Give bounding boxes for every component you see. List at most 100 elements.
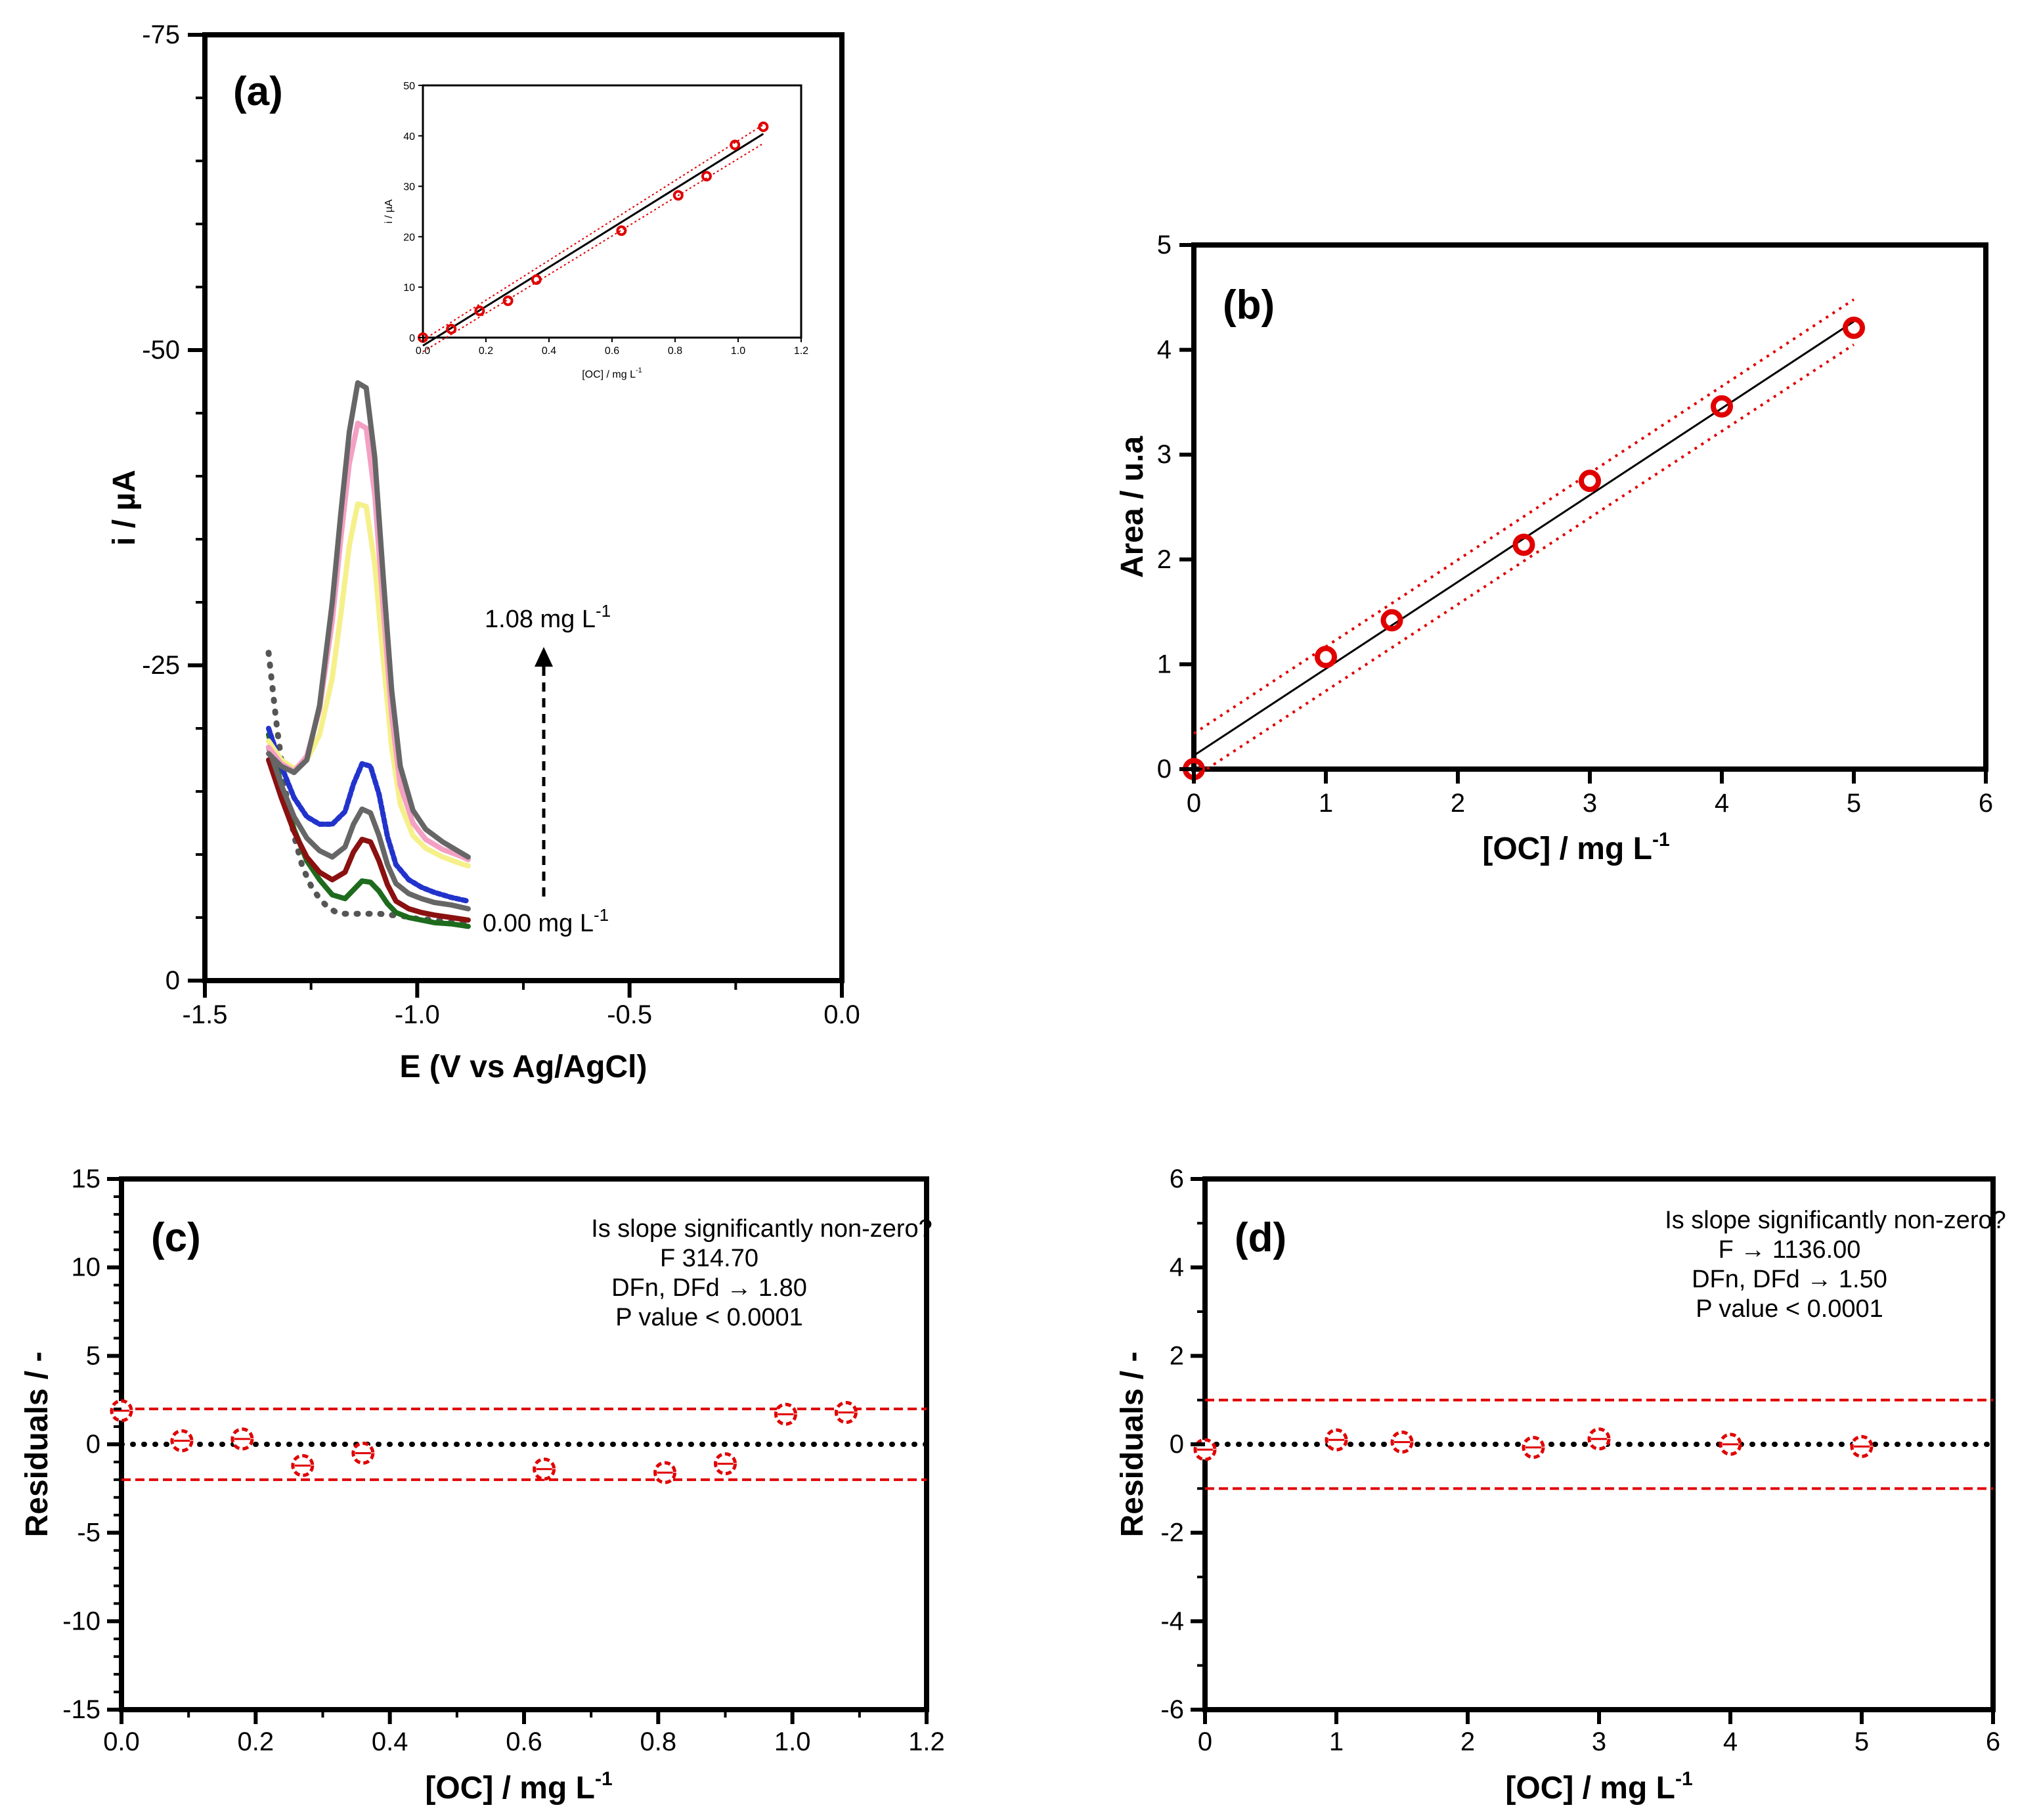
panel-c-x-ticks: 0.0 0.2 0.4 0.6 0.8 1.0 1.2: [103, 1710, 945, 1756]
panel-d-y-tick-label-6: -6: [1160, 1695, 1184, 1724]
voltammogram-c3: [266, 744, 471, 912]
panel-c-x-tick-label-0: 0.0: [103, 1727, 140, 1756]
panel-d-y-tick-label-3: 0: [1170, 1430, 1184, 1459]
panel-b-y-tick-label-1: 1: [1157, 650, 1172, 678]
annotation-top-sup: -1: [596, 601, 611, 621]
panel-b-y-tick-label-4: 4: [1157, 336, 1172, 365]
panel-d-y-tick-label-2: 2: [1170, 1341, 1184, 1370]
inset-plot-frame: [422, 84, 802, 339]
panel-d-annotation: Is slope significantly non-zero? F → 113…: [1665, 1207, 2006, 1323]
panel-b-y-tick-label-0: 0: [1157, 755, 1172, 784]
annotation-top-text: 1.08 mg L: [485, 606, 596, 633]
panel-b-label: (b): [1223, 282, 1275, 328]
inset-x-tick-label-1: 0.2: [479, 345, 493, 357]
panel-c-y-tick-label-3: 0: [86, 1430, 100, 1459]
voltammogram-c7: [266, 380, 471, 860]
panel-c-y-ticks: 15 10 5 0 -5 -10 -15: [62, 1165, 121, 1724]
panel-a-x-axis-label: E (V vs Ag/AgCl): [400, 1050, 647, 1084]
inset-point-9: [758, 121, 769, 132]
panel-b-content: [1183, 298, 1865, 780]
inset-point-3: [502, 295, 514, 306]
panel-d-y-tick-label-0: 6: [1170, 1165, 1184, 1193]
panel-c-x-tick-label-1: 0.2: [238, 1727, 274, 1756]
panel-c-annotation-line-3: DFn, DFd → 1.80: [611, 1274, 807, 1302]
panel-d-x-label-text: [OC] / mg L: [1505, 1771, 1675, 1806]
panel-c-content: [110, 1399, 929, 1484]
annotation-bottom-sup: -1: [594, 905, 609, 925]
panel-b-point-1: [1315, 646, 1337, 669]
panel-a-x-ticks: -1.5 -1.0 -0.5 0.0: [183, 981, 860, 1029]
panel-a-x-tick-label-2: -0.5: [607, 1000, 652, 1029]
panel-b-x-tick-label-3: 3: [1583, 789, 1597, 818]
panel-d-annotation-line-4: P value < 0.0001: [1696, 1295, 1883, 1323]
panel-b-y-ticks: 0 1 2 3 4 5: [1157, 231, 1194, 784]
inset-x-label-text: [OC] / mg L: [582, 369, 636, 380]
inset-y-tick-label-0: 0: [409, 333, 415, 344]
inset-y-tick-label-5: 50: [403, 81, 415, 92]
panel-a-x-tick-label-1: -1.0: [395, 1000, 440, 1029]
inset-x-tick-label-2: 0.4: [542, 345, 556, 357]
panel-b-y-axis-label: Area / u.a: [1115, 436, 1150, 578]
panel-c-annotation-line-1: Is slope significantly non-zero?: [591, 1215, 932, 1243]
panel-b-x-tick-label-1: 1: [1319, 789, 1333, 818]
panel-d-label: (d): [1235, 1215, 1286, 1260]
panel-b-point-3: [1512, 533, 1535, 556]
panel-a-main-chart: (a) -1.5 -1.0 -0.5 0.0 -75 -50 -25 0 E (V vs A…: [107, 20, 860, 1084]
panel-c-x-label-text: [OC] / mg L: [425, 1771, 595, 1806]
panel-c-x-tick-label-2: 0.4: [372, 1727, 408, 1756]
inset-fit-line: [422, 133, 764, 347]
inset-point-8: [730, 139, 741, 150]
panel-d-x-tick-label-2: 2: [1460, 1727, 1475, 1756]
panel-b-x-label-text: [OC] / mg L: [1482, 832, 1652, 866]
panel-d-x-tick-label-1: 1: [1329, 1727, 1344, 1756]
inset-x-axis-label: [OC] / mg L-1: [582, 366, 642, 380]
inset-y-tick-label-3: 30: [403, 182, 415, 193]
inset-x-tick-label-0: 0.0: [416, 345, 430, 357]
panel-d-content: [1193, 1398, 1996, 1490]
inset-y-axis-label: i / µA: [384, 199, 395, 223]
panel-d-annotation-line-3: DFn, DFd → 1.50: [1692, 1266, 1887, 1293]
panel-d-y-axis-label: Residuals / -: [1115, 1352, 1150, 1538]
panel-b-x-axis-label: [OC] / mg L-1: [1482, 829, 1669, 866]
panel-d-y-tick-label-1: 4: [1170, 1253, 1184, 1282]
panel-a-inset-chart: 0.0 0.2 0.4 0.6 0.8 1.0 1.2 0 10 20 30 40 50 [OC] /…: [384, 81, 808, 380]
panel-a-y-ticks: -75 -50 -25 0: [142, 20, 205, 995]
panel-b-y-tick-label-3: 3: [1157, 440, 1172, 469]
inset-y-ticks: 0 10 20 30 40 50: [403, 81, 423, 344]
panel-c-x-label-sup: -1: [595, 1768, 613, 1790]
panel-c-x-axis-label: [OC] / mg L-1: [425, 1768, 612, 1806]
inset-y-tick-label-1: 10: [403, 282, 415, 294]
panel-a-x-tick-label-0: -1.5: [183, 1000, 228, 1029]
inset-point-7: [701, 171, 712, 182]
panel-d-y-tick-label-5: -4: [1160, 1607, 1184, 1635]
inset-point-5: [616, 225, 627, 236]
inset-x-tick-label-5: 1.0: [731, 345, 745, 357]
panel-d-x-label-sup: -1: [1675, 1768, 1693, 1790]
panel-a-x-tick-label-3: 0.0: [823, 1000, 860, 1029]
panel-b-point-4: [1579, 470, 1601, 493]
panel-d-x-tick-label-3: 3: [1592, 1727, 1606, 1756]
annotation-bottom-concentration: 0.00 mg L-1: [483, 905, 609, 937]
panel-d-x-tick-label-5: 5: [1854, 1727, 1869, 1756]
inset-x-ticks: 0.0 0.2 0.4 0.6 0.8 1.0 1.2: [416, 338, 808, 357]
panel-b-point-2: [1380, 609, 1403, 632]
panel-d-x-tick-label-4: 4: [1723, 1727, 1738, 1756]
panel-d-residuals-chart: (d) 0 1 2 3 4 5 6 6 4 2 0 -2 -4 -6 Is slope signific…: [1115, 1165, 2006, 1806]
voltammogram-c2: [266, 757, 471, 923]
panel-b-point-5: [1711, 395, 1733, 418]
voltammogram-c4: [266, 726, 471, 904]
inset-x-tick-label-4: 0.8: [668, 345, 682, 357]
panel-d-y-tick-label-4: -2: [1160, 1519, 1184, 1547]
inset-x-label-sup: -1: [636, 366, 642, 374]
panel-a-y-axis-label: i / µA: [107, 470, 142, 546]
voltammogram-c6: [266, 420, 471, 862]
panel-c-y-tick-label-6: -15: [62, 1695, 100, 1724]
panel-c-x-tick-label-4: 0.8: [640, 1727, 677, 1756]
panel-c-annotation-line-4: P value < 0.0001: [615, 1304, 803, 1331]
panel-c-residuals-chart: (c) 0.0 0.2 0.4 0.6 0.8 1.0 1.2 15 10 5 0 -5 -10 -15…: [20, 1165, 945, 1806]
panel-a-y-tick-label-1: -50: [142, 336, 180, 365]
panel-d-x-tick-label-0: 0: [1198, 1727, 1212, 1756]
panel-d-x-ticks: 0 1 2 3 4 5 6: [1198, 1710, 2000, 1756]
panel-c-annotation-line-2: F 314.70: [660, 1245, 758, 1272]
panel-b-x-label-sup: -1: [1652, 829, 1670, 851]
